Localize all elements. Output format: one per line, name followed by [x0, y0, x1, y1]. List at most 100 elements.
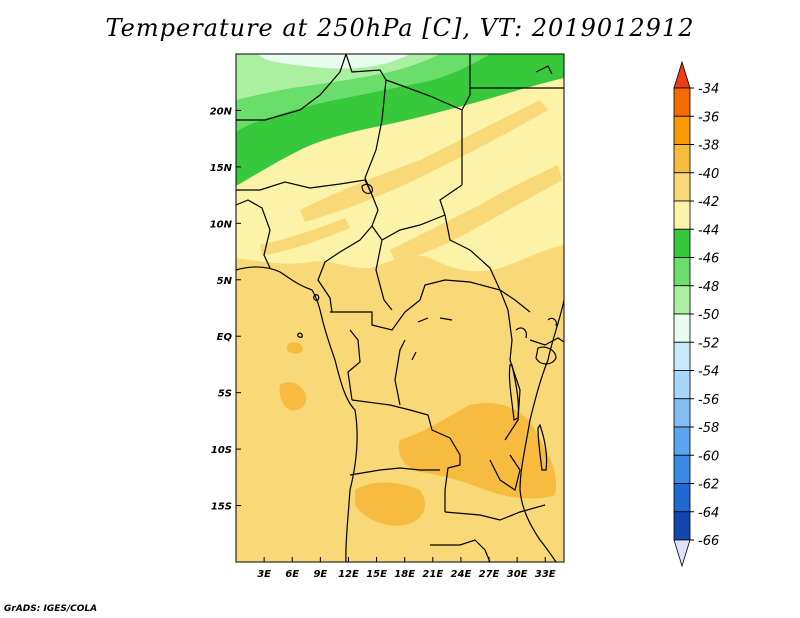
- colorbar-segment: [673, 313, 691, 343]
- lake-chad: [361, 183, 373, 194]
- x-tick-label: 6E: [285, 569, 299, 580]
- island-sao-tome: [297, 332, 303, 338]
- border-22: [529, 337, 564, 346]
- colorbar-segment: [673, 398, 691, 428]
- colorbar-segment: [673, 172, 691, 202]
- border-7: [236, 179, 379, 313]
- river-congo-1: [411, 317, 453, 361]
- field-streak-3: [260, 218, 350, 256]
- colorbar-label: -62: [698, 478, 719, 493]
- border-10: [236, 199, 271, 269]
- x-tick-label: 21E: [422, 569, 443, 580]
- colorbar-max-triangle: [673, 60, 691, 89]
- border-21: [430, 539, 491, 562]
- colorbar-label: -52: [698, 336, 719, 351]
- map-title: Temperature at 250hPa [C], VT: 201901291…: [105, 14, 695, 42]
- field-band-green-48: [236, 54, 440, 100]
- field-streak-2: [390, 165, 562, 262]
- island-bioko: [313, 294, 320, 301]
- country-borders: [236, 54, 564, 562]
- colorbar-label: -46: [698, 252, 719, 267]
- y-tick-label: 20N: [210, 106, 233, 117]
- border-4: [461, 54, 471, 111]
- lake-malawi: [537, 423, 548, 471]
- y-tick-label: 5S: [218, 389, 232, 400]
- colorbar-segment: [673, 370, 691, 400]
- field-patch-38-c: [279, 382, 307, 411]
- y-tick-label: 15N: [210, 163, 233, 174]
- x-tick-label: 3E: [257, 569, 271, 580]
- colorbar-label: -42: [698, 195, 719, 210]
- colorbar-segment: [673, 87, 691, 117]
- lake-tanganyika: [508, 364, 520, 421]
- field-patch-38-b: [355, 482, 425, 526]
- border-14: [351, 399, 451, 439]
- colorbar-label: -50: [698, 308, 719, 323]
- coast-east-detail: [515, 317, 557, 339]
- colorbar-segment: [673, 200, 691, 230]
- border-20: [489, 454, 521, 491]
- colorbar-label: -54: [698, 365, 719, 380]
- colorbar-segment: [673, 285, 691, 315]
- colorbar-label: -60: [698, 449, 719, 464]
- border-11: [330, 299, 421, 331]
- colorbar-segment: [673, 228, 691, 258]
- temperature-field: [236, 54, 564, 562]
- x-tick-label: 30E: [507, 569, 528, 580]
- y-tick-label: EQ: [217, 332, 233, 343]
- colorbar-segment: [673, 115, 691, 145]
- colorbar-label: -40: [698, 167, 719, 182]
- border-19: [349, 467, 440, 476]
- border-12: [419, 279, 531, 313]
- border-8: [371, 225, 393, 311]
- colorbar-label: -34: [698, 82, 719, 97]
- colorbar-segment: [673, 257, 691, 287]
- colorbar-segment: [673, 341, 691, 371]
- field-streak-1: [300, 100, 548, 222]
- colorbar-label: -48: [698, 280, 719, 295]
- colorbar: -34 -36 -38 -40 -42 -44 -46 -48 -50 -52 -54 -56 -58 -…: [673, 60, 719, 568]
- coastline-west: [236, 266, 358, 562]
- border-17: [444, 437, 461, 512]
- border-1: [345, 54, 387, 196]
- x-tick-label: 27E: [479, 569, 500, 580]
- colorbar-label: -66: [698, 534, 719, 549]
- y-axis-ticks: 20N 15N 10N 5N EQ 5S 10S 15S: [210, 106, 241, 513]
- colorbar-min-triangle: [673, 539, 691, 568]
- x-tick-label: 24E: [451, 569, 472, 580]
- border-9: [381, 214, 446, 241]
- lake-victoria: [535, 346, 557, 365]
- colorbar-segment: [673, 426, 691, 456]
- x-tick-label: 18E: [394, 569, 415, 580]
- colorbar-label: -38: [698, 139, 719, 154]
- colorbar-label: -36: [698, 110, 719, 125]
- border-6: [439, 184, 501, 291]
- y-tick-label: 10S: [211, 445, 232, 456]
- colorbar-segment: [673, 454, 691, 484]
- colorbar-label: -64: [698, 506, 719, 521]
- border-3: [385, 79, 463, 185]
- border-2: [236, 54, 347, 121]
- coastline-east: [519, 299, 564, 562]
- colorbar-label: -56: [698, 393, 719, 408]
- x-axis-ticks: 3E 6E 9E 12E 15E 18E 21E 24E 27E 30E 33E: [257, 557, 556, 580]
- field-patch-38-a: [398, 402, 557, 499]
- border-16: [499, 289, 521, 441]
- coast-northeast: [535, 65, 553, 75]
- colorbar-segment: [673, 511, 691, 541]
- plot-frame: [235, 53, 565, 563]
- grads-credit: GrADS: IGES/COLA: [4, 604, 98, 614]
- y-tick-label: 10N: [210, 219, 233, 230]
- colorbar-segment: [673, 483, 691, 513]
- x-tick-label: 15E: [366, 569, 387, 580]
- field-band-52: [258, 54, 410, 69]
- border-15: [394, 339, 406, 406]
- x-tick-label: 33E: [535, 569, 556, 580]
- x-tick-label: 12E: [338, 569, 359, 580]
- border-18: [444, 504, 546, 521]
- x-tick-label: 9E: [313, 569, 327, 580]
- border-13: [347, 329, 361, 401]
- colorbar-segment: [673, 144, 691, 174]
- field-patch-38-d: [287, 342, 303, 354]
